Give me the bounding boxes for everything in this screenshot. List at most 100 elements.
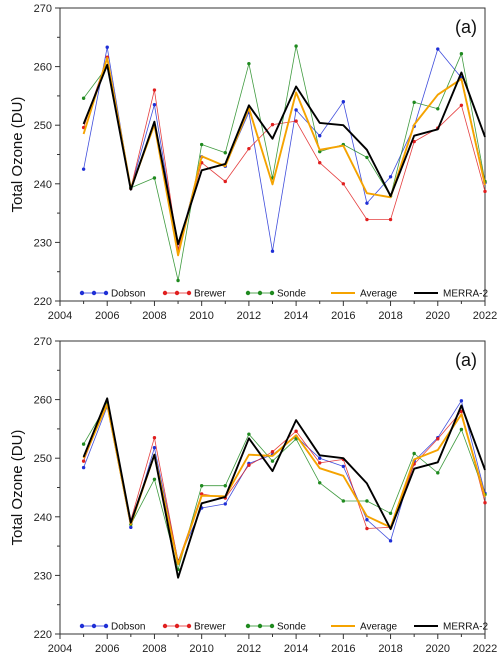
data-point: [247, 432, 251, 436]
legend-marker: [79, 623, 85, 629]
legend-marker: [103, 290, 109, 296]
y-tick-label: 260: [34, 395, 52, 407]
legend-entry: MERRA-2: [414, 289, 488, 300]
data-point: [412, 100, 416, 105]
x-tick-label: 2014: [284, 643, 308, 655]
x-tick-label: 2016: [331, 643, 355, 655]
data-point: [152, 102, 157, 107]
data-point: [270, 459, 275, 463]
legend-marker: [257, 623, 263, 629]
legend-label: MERRA-2: [443, 622, 488, 633]
legend-marker: [269, 623, 275, 629]
legend-label: Average: [360, 622, 398, 633]
data-point: [436, 437, 440, 441]
legend-marker: [103, 623, 109, 629]
legend-entry: MERRA-2: [414, 622, 488, 633]
series-dobson: [81, 45, 487, 253]
x-tick-label: 2020: [426, 643, 450, 655]
y-tick-label: 270: [34, 3, 52, 15]
data-point: [365, 155, 369, 160]
legend-entry: Average: [331, 289, 398, 300]
legend-entry: Brewer: [162, 622, 226, 633]
data-point: [483, 501, 487, 505]
series-line: [83, 46, 486, 252]
x-tick-label: 2008: [142, 643, 166, 655]
legend-entry: Sonde: [245, 289, 306, 300]
legend-marker: [257, 290, 263, 296]
y-tick-label: 270: [34, 336, 52, 348]
legend-entry: Dobson: [79, 289, 145, 300]
series-brewer: [81, 400, 487, 564]
x-tick-label: 2014: [284, 310, 308, 322]
data-point: [105, 45, 109, 49]
series-line: [82, 63, 486, 246]
series-line: [82, 56, 486, 257]
legend-label: Dobson: [111, 622, 145, 633]
data-point: [247, 463, 251, 467]
data-point: [152, 176, 157, 180]
data-point: [247, 146, 251, 151]
data-point: [81, 465, 86, 470]
legend-label: MERRA-2: [443, 289, 488, 300]
series-line: [83, 56, 486, 250]
data-point: [223, 484, 227, 488]
x-tick-label: 2004: [48, 643, 72, 655]
x-tick-label: 2022: [473, 643, 497, 655]
legend-marker: [245, 290, 251, 296]
data-point: [388, 175, 393, 179]
data-point: [459, 399, 464, 403]
series-line: [82, 397, 486, 579]
x-tick-label: 2018: [378, 643, 402, 655]
y-tick-label: 240: [34, 512, 52, 524]
x-tick-label: 2008: [142, 310, 166, 322]
y-axis-label: Total Ozone (DU): [9, 97, 26, 213]
y-tick-label: 240: [34, 179, 52, 191]
data-point: [294, 44, 298, 48]
data-point: [270, 249, 275, 253]
panel-label: (a): [455, 17, 477, 37]
legend-marker: [91, 623, 97, 629]
data-point: [81, 442, 86, 446]
data-point: [199, 142, 204, 147]
data-point: [152, 88, 157, 92]
data-point: [318, 456, 322, 460]
y-axis-label: Total Ozone (DU): [9, 430, 26, 546]
data-point: [81, 459, 86, 463]
data-point: [459, 427, 464, 432]
data-point: [294, 429, 298, 433]
legend-entry: Brewer: [162, 289, 226, 300]
x-tick-label: 2004: [48, 310, 72, 322]
data-point: [223, 179, 227, 184]
data-point: [341, 182, 346, 186]
legend-marker: [162, 290, 168, 296]
legend-marker: [186, 290, 192, 296]
data-point: [129, 525, 133, 530]
data-point: [247, 61, 251, 66]
series-merra-2: [82, 63, 486, 246]
legend-label: Sonde: [277, 289, 306, 300]
legend-label: Brewer: [194, 289, 226, 300]
data-point: [318, 149, 322, 154]
data-point: [270, 122, 275, 127]
x-tick-label: 2018: [378, 310, 402, 322]
data-point: [152, 477, 157, 481]
data-point: [412, 451, 416, 456]
series-dobson: [81, 399, 487, 563]
data-point: [365, 518, 369, 522]
y-tick-label: 230: [34, 237, 52, 249]
legend-entry: Sonde: [245, 622, 306, 633]
data-point: [388, 511, 393, 515]
series-merra-2: [82, 397, 486, 579]
panel-1: 220 230 240 250 260 270 2004 2006 2008 2010 2012 20…: [9, 3, 497, 322]
legend-label: Dobson: [111, 289, 145, 300]
legend-marker: [186, 623, 192, 629]
series-line: [83, 45, 486, 281]
series-average: [82, 56, 486, 257]
series-line: [83, 402, 486, 563]
data-point: [199, 484, 204, 488]
x-tick-label: 2010: [189, 310, 213, 322]
data-point: [388, 539, 393, 543]
legend-marker: [174, 290, 180, 296]
